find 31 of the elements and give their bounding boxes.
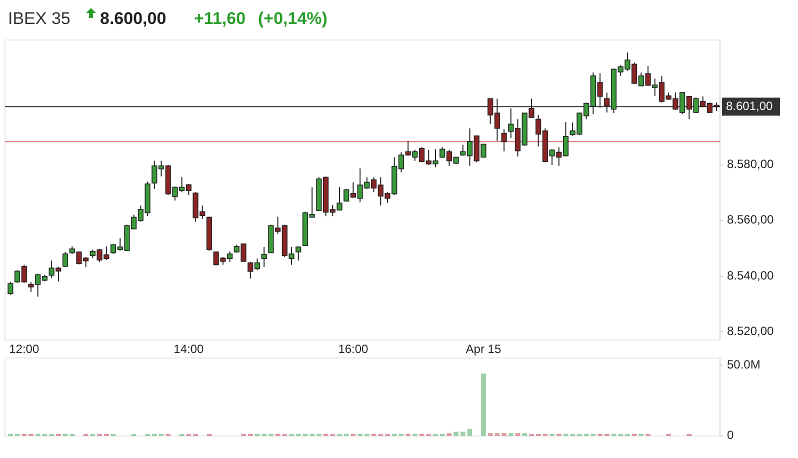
bar — [467, 428, 472, 436]
bar — [515, 433, 520, 436]
bar — [508, 433, 514, 436]
ref-line-label: 8.601,00 — [726, 98, 774, 113]
x-tick-label: 16:00 — [338, 342, 369, 356]
y-tick-label: 50.0M — [727, 357, 760, 372]
text: +11,60 — [194, 9, 246, 28]
x-tick-label: 12:00 — [9, 342, 40, 356]
y-tick-label: 8.580,00 — [727, 157, 774, 172]
bar — [488, 433, 493, 436]
x-tick-label: 14:00 — [174, 342, 204, 356]
bar — [454, 432, 458, 436]
bar — [522, 433, 528, 436]
candlestick — [261, 246, 267, 268]
bar — [460, 432, 466, 436]
text: 8.600,00 — [100, 9, 166, 28]
chart-title: IBEX 35 — [8, 9, 70, 28]
candlestick — [8, 281, 14, 296]
y-tick-label: 0 — [727, 428, 734, 442]
candlestick — [296, 246, 302, 262]
bar — [494, 433, 500, 436]
y-tick-label: 8.540,00 — [727, 268, 774, 282]
bar — [481, 374, 486, 436]
y-tick-label: 8.520,00 — [727, 324, 774, 338]
x-tick-label: Apr 15 — [466, 342, 502, 356]
candlestick — [501, 128, 507, 152]
bar — [502, 433, 506, 436]
y-tick-label: 8.560,00 — [727, 212, 774, 227]
candlestick — [62, 251, 68, 268]
text: (+0,14%) — [258, 9, 328, 28]
bar — [446, 433, 452, 436]
